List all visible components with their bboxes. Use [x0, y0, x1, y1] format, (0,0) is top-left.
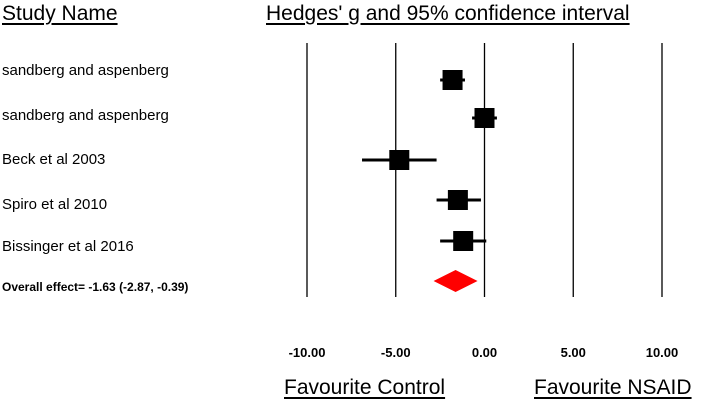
overall-effect-diamond [433, 270, 478, 292]
study-label-2: sandberg and aspenberg [2, 107, 169, 124]
favours-nsaid-label: Favourite NSAID [534, 376, 692, 399]
effect-marker-4 [447, 190, 468, 210]
study-label-4: Spiro et al 2010 [2, 196, 108, 213]
study-name-header: Study Name [2, 2, 118, 25]
overall-effect-label: Overall effect= -1.63 (-2.87, -0.39) [2, 280, 189, 294]
effect-marker-5 [453, 231, 474, 251]
effect-marker-2 [474, 108, 495, 128]
favours-control-label: Favourite Control [284, 376, 446, 399]
x-tick-label-1: -10.00 [289, 345, 326, 360]
study-label-1: sandberg and aspenberg [2, 62, 169, 79]
effect-marker-3 [389, 150, 410, 170]
study-label-5: Bissinger et al 2016 [2, 238, 134, 255]
x-tick-label-3: 0.00 [472, 345, 497, 360]
effect-marker-1 [442, 70, 463, 90]
x-tick-label-4: 5.00 [561, 345, 586, 360]
x-tick-label-5: 10.00 [646, 345, 679, 360]
study-label-3: Beck et al 2003 [2, 151, 106, 168]
x-tick-label-2: -5.00 [381, 345, 411, 360]
effect-size-header: Hedges' g and 95% confidence interval [266, 2, 630, 25]
